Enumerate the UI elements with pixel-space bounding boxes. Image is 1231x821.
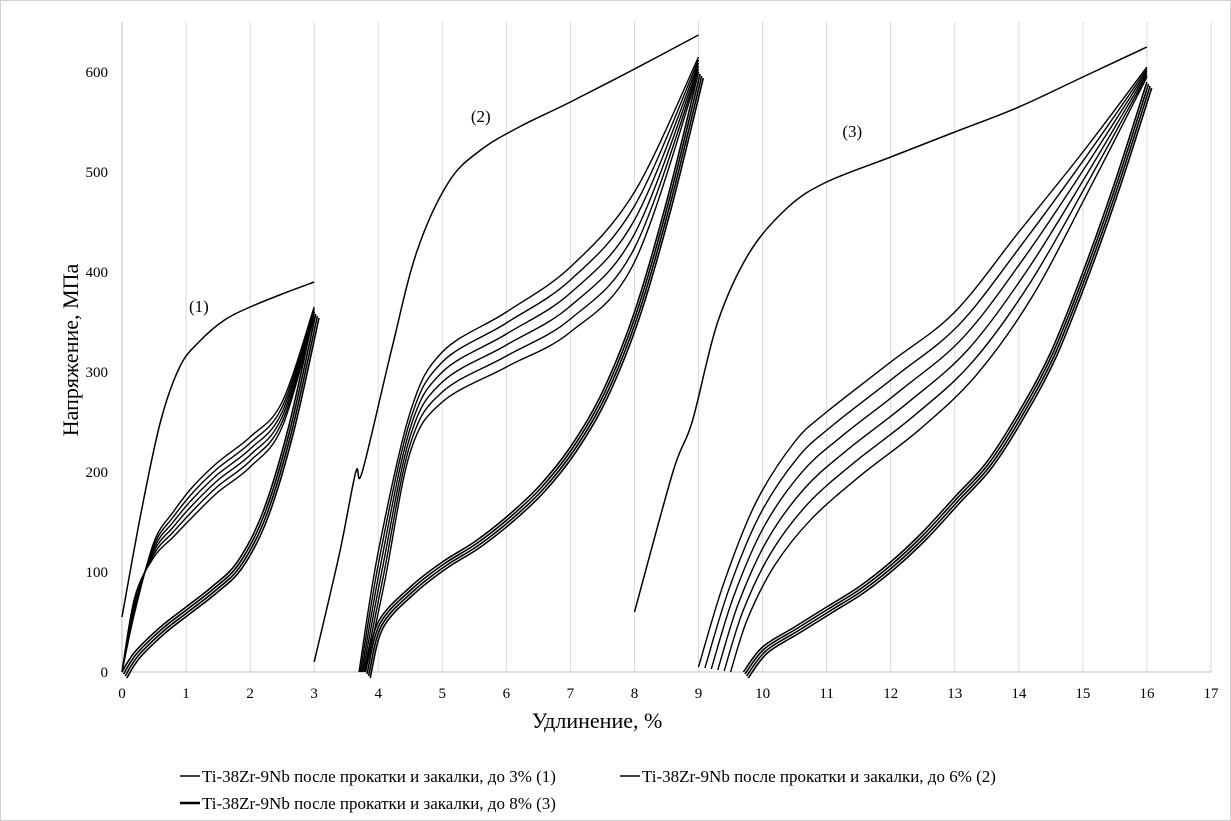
- series-1-unloading-curve-3: [124, 315, 319, 677]
- series-3-first-loading-curve: [633, 46, 1148, 613]
- series-1: [121, 281, 320, 679]
- legend-label-3: Ti-38Zr-9Nb после прокатки и закалки, до…: [202, 794, 556, 813]
- series-3-reload-cycle-5: [723, 74, 1148, 672]
- series-3-reload-cycle-3: [710, 70, 1148, 670]
- series-3-reload-cycle-2: [704, 68, 1148, 669]
- series-3-unloading-curve-2: [744, 83, 1150, 675]
- series-2-unloading-curve-4: [369, 77, 705, 679]
- series-3-unloading-curve-4: [747, 87, 1153, 679]
- x-tick-label-0: 0: [118, 686, 126, 702]
- x-tick-label-6: 6: [503, 686, 511, 702]
- series-1-unloading-curve-1: [121, 311, 315, 673]
- series-3-reload-cycle-6: [729, 76, 1148, 673]
- x-tick-label-5: 5: [439, 686, 447, 702]
- y-tick-label-300: 300: [86, 365, 109, 381]
- x-tick-label-8: 8: [631, 686, 639, 702]
- series-2-reload-cycle-6: [364, 71, 700, 673]
- annotations: (1) (2) (3): [189, 107, 862, 316]
- x-tick-label-2: 2: [246, 686, 254, 702]
- y-tick-label-400: 400: [86, 265, 109, 281]
- x-tick-label-17: 17: [1204, 686, 1220, 702]
- x-tick-label-16: 16: [1139, 686, 1155, 702]
- x-tick-label-11: 11: [819, 686, 833, 702]
- series-1-unloading-curve-2: [122, 313, 317, 675]
- curves: [121, 34, 1153, 679]
- series-3-reload-cycle-4: [717, 72, 1148, 671]
- series-3-unloading-curve-3: [745, 85, 1151, 677]
- x-tick-label-10: 10: [755, 686, 770, 702]
- x-tick-label-15: 15: [1075, 686, 1090, 702]
- axes: [121, 22, 1211, 673]
- series-2-reload-cycle-4: [362, 65, 700, 673]
- curve-annotation-3: (3): [842, 122, 862, 141]
- series-3-unloading-curve-1: [742, 81, 1148, 673]
- series-2-reload-cycle-3: [360, 62, 700, 673]
- series-2-unloading-curve-2: [366, 73, 701, 675]
- x-tick-label-3: 3: [310, 686, 318, 702]
- curve-annotation-1: (1): [189, 297, 209, 316]
- series-2-unloading-curve-1: [364, 71, 700, 673]
- x-tick-label-12: 12: [883, 686, 898, 702]
- legend-label-1: Ti-38Zr-9Nb после прокатки и закалки, до…: [202, 767, 556, 786]
- series-2: [313, 34, 705, 679]
- legend-label-2: Ti-38Zr-9Nb после прокатки и закалки, до…: [642, 767, 996, 786]
- y-tick-label-100: 100: [86, 565, 109, 581]
- x-tick-label-4: 4: [374, 686, 382, 702]
- x-tick-label-13: 13: [947, 686, 962, 702]
- x-tick-label-9: 9: [695, 686, 703, 702]
- series-1-reload-cycle-1: [121, 306, 315, 673]
- legend: Ti-38Zr-9Nb после прокатки и закалки, до…: [180, 767, 996, 813]
- series-1-unloading-curve-4: [126, 317, 320, 679]
- series-1-reload-cycle-2: [121, 308, 315, 673]
- x-tick-label-7: 7: [567, 686, 575, 702]
- curve-annotation-2: (2): [471, 107, 491, 126]
- series-3: [633, 46, 1153, 679]
- series-2-unloading-curve-3: [367, 75, 703, 677]
- series-1-reload-cycle-6: [121, 316, 315, 673]
- tick-labels: 0 1 2 3 4 5 6 7 8 9 10 11 12 13 14 15 16 1701002003004005…: [86, 65, 1220, 702]
- y-tick-label-600: 600: [86, 65, 109, 81]
- y-tick-label-200: 200: [86, 465, 109, 481]
- series-1-first-loading-curve: [121, 281, 315, 618]
- series-1-reload-cycle-5: [121, 314, 315, 673]
- x-tick-label-1: 1: [182, 686, 190, 702]
- x-axis-title: Удлинение, %: [532, 708, 663, 733]
- series-2-reload-cycle-5: [363, 68, 700, 673]
- x-tick-label-14: 14: [1011, 686, 1027, 702]
- y-tick-label-500: 500: [86, 165, 109, 181]
- y-tick-label-0: 0: [101, 665, 109, 681]
- series-2-reload-cycle-1: [358, 56, 700, 673]
- series-3-reload-cycle-1: [697, 66, 1148, 668]
- series-2-reload-cycle-2: [359, 59, 700, 673]
- y-axis-title: Напряжение, МПа: [58, 264, 83, 437]
- series-2-first-loading-curve: [313, 34, 699, 663]
